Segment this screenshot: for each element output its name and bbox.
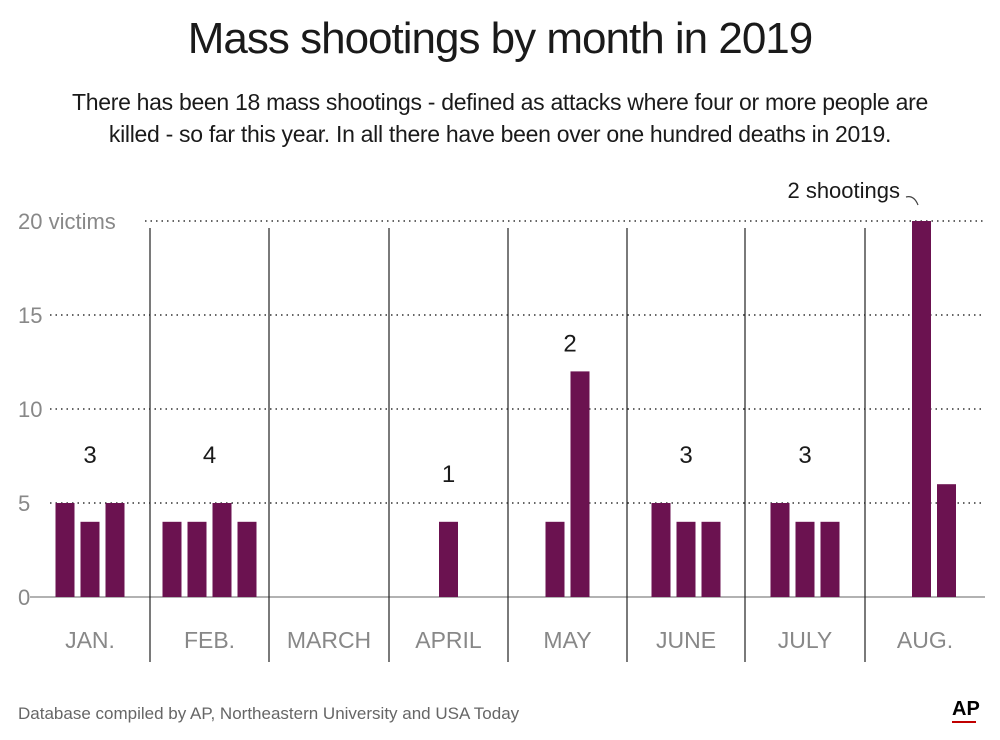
chart-title: Mass shootings by month in 2019 — [187, 14, 814, 63]
month-separators — [149, 228, 866, 662]
bar — [80, 521, 100, 597]
data-label: 3 — [83, 442, 96, 469]
bar — [795, 521, 815, 597]
bar — [651, 503, 671, 597]
x-tick-label: APRIL — [415, 627, 482, 653]
bar — [570, 371, 590, 597]
y-tick-label: 5 — [18, 491, 30, 516]
bar — [676, 521, 696, 597]
bar — [545, 521, 565, 597]
bar — [770, 503, 790, 597]
x-tick-label: MAY — [543, 627, 591, 653]
y-tick-label: 0 — [18, 585, 30, 610]
y-tick-label: 10 — [18, 397, 42, 422]
bars — [55, 221, 956, 597]
y-tick-label: 15 — [18, 303, 42, 328]
chart-subtitle: There has been 18 mass shootings - defin… — [72, 89, 928, 147]
y-tick-label: 20 victims — [18, 209, 116, 234]
ap-logo-underline — [952, 721, 976, 723]
data-label: 2 shootings — [787, 178, 900, 203]
source-note: Database compiled by AP, Northeastern Un… — [18, 704, 520, 723]
ap-logo: AP — [952, 698, 980, 720]
x-tick-label: JUNE — [656, 627, 716, 653]
bar — [937, 484, 956, 597]
data-label: 4 — [203, 442, 216, 469]
bar — [912, 221, 931, 597]
bar — [439, 521, 458, 597]
bar — [237, 521, 257, 597]
bar — [105, 503, 125, 597]
callout-line — [905, 196, 919, 206]
x-tick-label: AUG. — [897, 627, 953, 653]
x-tick-label: JULY — [778, 627, 833, 653]
labels: 0 5 10 15 20 victims JAN. 3 FEB. 4 MARCH APRIL 1 MAY… — [18, 178, 953, 653]
data-label: 2 — [563, 330, 576, 357]
bar — [55, 503, 75, 597]
x-tick-label: MARCH — [287, 627, 371, 653]
bar — [701, 521, 721, 597]
bar — [820, 521, 840, 597]
x-tick-label: FEB. — [184, 627, 235, 653]
bar — [212, 503, 232, 597]
data-label: 1 — [442, 461, 455, 488]
x-tick-label: JAN. — [65, 627, 115, 653]
data-label: 3 — [798, 442, 811, 469]
data-label: 3 — [679, 442, 692, 469]
bar — [162, 521, 182, 597]
bar-chart: 0 5 10 15 20 victims JAN. 3 FEB. 4 MARCH APRIL 1 MAY… — [18, 178, 985, 662]
bar — [187, 521, 207, 597]
